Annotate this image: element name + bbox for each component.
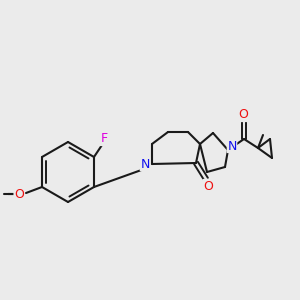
Text: O: O (203, 179, 213, 193)
Text: F: F (100, 133, 107, 146)
Text: O: O (238, 109, 248, 122)
Text: N: N (140, 158, 150, 170)
Text: N: N (227, 140, 237, 152)
Text: O: O (14, 188, 24, 200)
